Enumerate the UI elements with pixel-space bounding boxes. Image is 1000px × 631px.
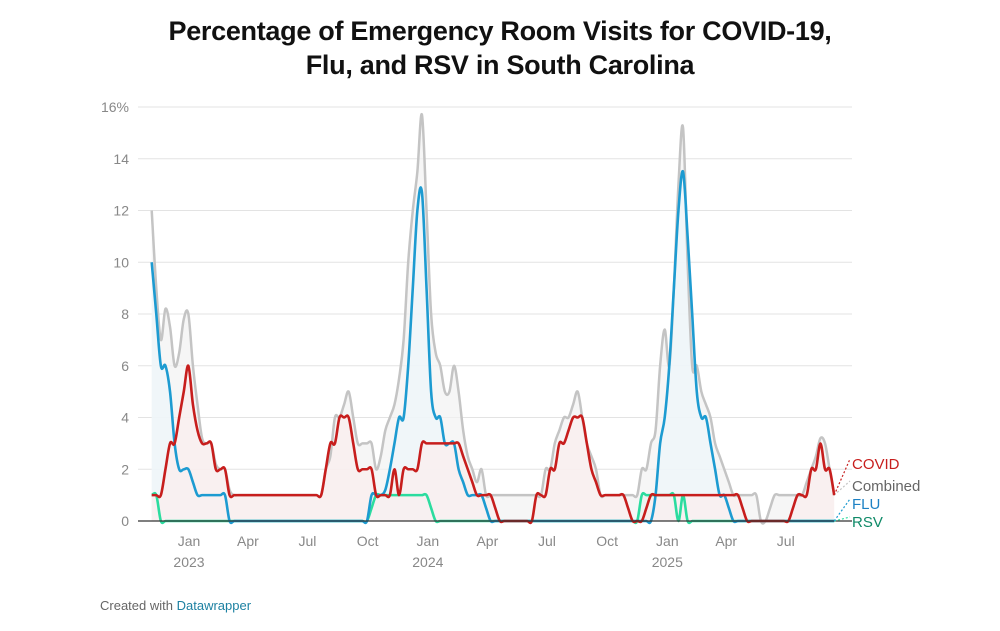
x-tick-year-label: 2025 [652, 554, 683, 570]
x-tick-label: Jul [298, 533, 316, 549]
footer-prefix: Created with [100, 598, 173, 613]
rsv-series-label: RSV [852, 514, 883, 531]
flu-series-label: FLU [852, 496, 880, 513]
x-tick-label: Jul [538, 533, 556, 549]
combined-area [151, 114, 835, 524]
flu-line [150, 170, 835, 525]
x-tick-label: Apr [237, 533, 259, 549]
rsv-label-connector [834, 516, 851, 522]
covid-label-connector [833, 458, 851, 496]
axes: 0 2 4 6 8 10 12 14 16% Jan 2023 Apr Jul Oct Jan 2024 Apr… [101, 99, 852, 570]
x-tick-label: Apr [715, 533, 737, 549]
y-tick-label: 6 [121, 358, 129, 374]
covid-series-label: COVID [852, 456, 900, 473]
y-tick-label: 0 [121, 513, 129, 529]
footer-credit: Created with Datawrapper [100, 598, 251, 613]
y-tick-label: 10 [113, 254, 129, 270]
x-tick-label: Jan [417, 533, 440, 549]
covid-line [151, 364, 836, 525]
flu-area [151, 171, 835, 523]
x-tick-year-label: 2024 [412, 554, 443, 570]
chart-title-line-2: Flu, and RSV in South Carolina [305, 50, 695, 80]
x-tick-label: Jan [656, 533, 679, 549]
flu-label-connector [833, 498, 851, 522]
chart-title-line-1: Percentage of Emergency Room Visits for … [168, 16, 832, 46]
x-tick-label: Oct [357, 533, 379, 549]
y-tick-label: 12 [113, 203, 129, 219]
combined-series-label: Combined [852, 478, 920, 495]
x-tick-label: Oct [596, 533, 618, 549]
y-tick-label: 4 [121, 410, 129, 426]
x-tick-label: Jul [777, 533, 795, 549]
chart-title: Percentage of Emergency Room Visits for … [0, 14, 1000, 82]
x-tick-label: Apr [476, 533, 498, 549]
series-lines [150, 113, 836, 525]
combined-label-connector [833, 480, 851, 496]
y-tick-label: 16% [101, 99, 129, 115]
datawrapper-link[interactable]: Datawrapper [176, 598, 252, 613]
gridlines [138, 106, 852, 470]
x-tick-year-label: 2023 [173, 554, 204, 570]
series-areas [151, 114, 835, 524]
y-tick-label: 2 [121, 461, 129, 477]
covid-area [151, 365, 835, 523]
combined-line [150, 113, 836, 525]
x-tick-label: Jan [178, 533, 201, 549]
y-tick-label: 14 [113, 151, 129, 167]
y-tick-label: 8 [121, 306, 129, 322]
